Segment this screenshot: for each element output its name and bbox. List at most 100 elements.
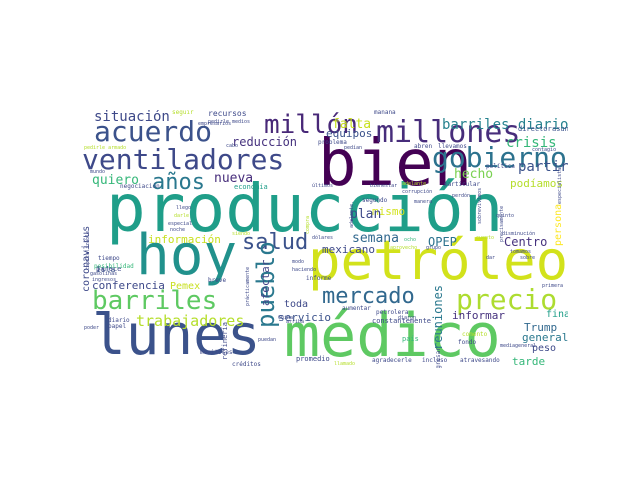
word-bien: bien: [318, 127, 473, 201]
word-pemex: Pemex: [170, 281, 201, 292]
word-trump: Trump: [524, 321, 558, 334]
word-llevamos: llevamos: [438, 143, 467, 150]
word-regresar: regresar: [435, 347, 442, 368]
word-particular: particular: [444, 181, 481, 188]
word-comento: comento: [462, 331, 488, 338]
word-arriba: arriba: [286, 319, 305, 325]
word-opep: OPEP: [428, 235, 457, 249]
word-podiamos: podíamos: [510, 177, 563, 190]
word-peso: peso: [532, 343, 557, 354]
word-breve: breve: [208, 277, 227, 284]
word-crisis: crisis: [506, 135, 557, 151]
word-problema: problema: [318, 139, 347, 146]
word-produccion: producción: [106, 170, 504, 247]
word-mediageneral: mediageneral: [500, 343, 537, 349]
word-siendo: siendo: [232, 231, 251, 237]
word-pedirle-armado: pedirle armado: [84, 145, 127, 151]
word-perdon: perdón: [452, 193, 471, 199]
word-adelante-2: adelante.: [349, 200, 355, 228]
word-quinto: quinto: [496, 213, 515, 219]
word-equipos: equipos: [326, 127, 373, 140]
word-fondo: fondo: [458, 339, 477, 346]
word-ultimos: últimos: [312, 183, 334, 189]
word-anos: años: [152, 170, 205, 195]
word-informe: informe: [306, 275, 332, 282]
word-petroleo: petróleo: [308, 229, 568, 292]
word-capitalizable: capitalizable: [85, 230, 91, 270]
word-afectar: afectar: [259, 259, 272, 306]
word-acuerdo: acuerdo: [94, 115, 213, 148]
word-reduccion: reducción: [232, 135, 298, 149]
word-creditos: créditos: [232, 361, 261, 368]
word-falta: falta: [332, 117, 372, 132]
word-disminucion: disminución: [502, 231, 536, 237]
word-cloud: producción bien hoy petróleo lunes médic…: [80, 110, 568, 368]
word-hecho: hecho: [454, 167, 494, 182]
word-conferencia: conferencia: [92, 279, 165, 292]
word-tomamos: tomamos: [510, 249, 532, 255]
word-cuento: cuento: [476, 235, 495, 241]
word-papel: papel: [108, 323, 127, 330]
word-modo: modo: [292, 259, 305, 265]
word-precio: precio: [456, 283, 558, 316]
word-mercado: mercado: [322, 284, 415, 309]
word-centro: Centro: [504, 235, 548, 249]
word-mismo: mismo: [372, 205, 406, 218]
word-petrolera: petrolera: [376, 309, 409, 316]
word-negociacion: negociación: [120, 183, 160, 190]
word-empresarios: empresarios: [198, 121, 232, 127]
word-bienestar: bienestar: [370, 183, 398, 189]
word-noche: noche: [170, 227, 186, 233]
word-nueva: nueva: [214, 171, 254, 186]
word-dolares: dólares: [312, 235, 334, 241]
word-aumentar: aumentar: [342, 305, 371, 312]
word-medico: médico: [284, 301, 501, 368]
word-barriles-diarios: barriles diarios: [442, 117, 568, 133]
word-especial: especial: [168, 221, 193, 227]
word-reuniones: reuniones: [431, 284, 445, 350]
word-gasolinas: gasolinas: [90, 271, 118, 277]
word-isla: Isla: [96, 265, 116, 274]
word-abren: abren: [414, 143, 433, 150]
word-china: China: [278, 315, 294, 321]
word-constantemente: constantemente: [372, 317, 432, 325]
word-medios: medios: [232, 119, 251, 125]
word-quiero: quiero: [92, 173, 139, 188]
word-dar: dar: [486, 255, 496, 261]
word-diaron: diaron: [398, 315, 417, 321]
word-ingresos: ingresos: [92, 277, 117, 283]
word-hoy: hoy: [136, 223, 238, 288]
word-incluso: incluso: [422, 357, 448, 364]
word-director: director: [518, 125, 552, 133]
word-situacion: situación: [94, 110, 170, 125]
word-economia: economía: [234, 183, 268, 191]
word-informar: informar: [452, 309, 505, 322]
word-llego: llego: [176, 205, 192, 211]
word-manana: mañana: [374, 110, 396, 116]
word-cabo: cabo: [226, 143, 239, 149]
word-mundo: mundo: [90, 169, 106, 175]
word-partir: partir: [518, 159, 568, 175]
word-poder: poder: [84, 325, 100, 331]
word-monitores: monitores: [200, 349, 233, 356]
word-agradecerle: agradecerle: [372, 357, 412, 364]
word-semana: semana: [352, 231, 399, 246]
word-general: general: [522, 331, 568, 344]
word-corrupcion: corrupción: [402, 189, 433, 195]
word-pais: país: [402, 335, 419, 343]
word-haciendo: haciendo: [292, 267, 317, 273]
word-adelante: adelante: [402, 181, 427, 187]
word-ocho: ocho: [404, 237, 417, 243]
word-lunes: lunes: [92, 303, 261, 368]
word-seguir: seguir: [172, 110, 194, 116]
word-servicio: servicio: [278, 311, 331, 324]
word-recursos: recursos: [208, 110, 247, 118]
word-persona: persona: [553, 203, 564, 246]
word-primera: primera: [542, 283, 564, 289]
word-asunto: asunto: [552, 125, 568, 133]
word-pedirle: pedirle: [208, 119, 230, 125]
word-posibilidad: posibilidad: [94, 263, 134, 270]
word-parece: parece: [96, 265, 122, 273]
word-precisamente: precisamente: [499, 205, 505, 242]
word-millon: millón: [264, 110, 358, 140]
